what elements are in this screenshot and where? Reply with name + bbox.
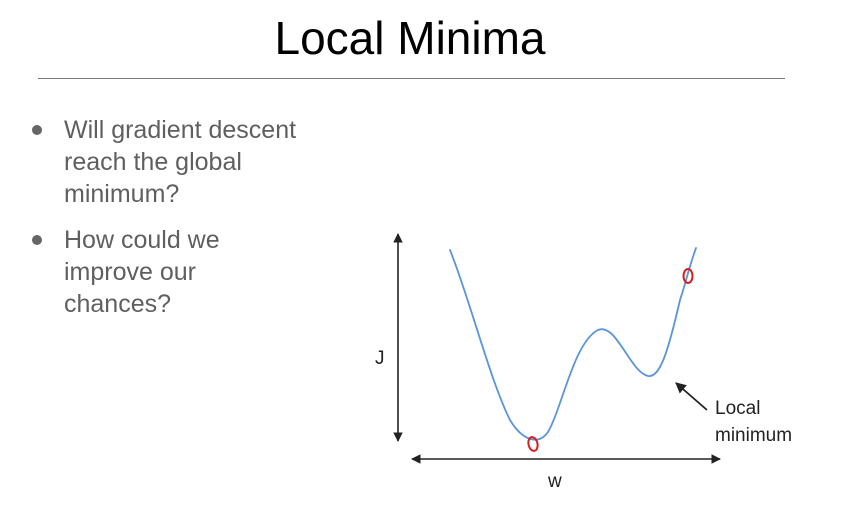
bullet-line: minimum? (64, 180, 180, 208)
x-axis-label: w (547, 471, 562, 492)
bullet-line: How could we (64, 226, 220, 254)
bullet-line: Will gradient descent (64, 116, 297, 144)
annotation-label: Local minimum (715, 398, 792, 446)
loss-curve (449, 247, 697, 441)
bullet-line: improve our (64, 258, 196, 286)
bullet-line: reach the global (64, 148, 242, 176)
bullet-item-global-minimum: Will gradient descent reach the global m… (30, 114, 350, 210)
bullet-dot-icon (32, 235, 42, 245)
y-axis-label: J (375, 348, 385, 369)
annotation-line: minimum (715, 425, 792, 446)
title-divider (38, 78, 785, 79)
bullet-list: Will gradient descent reach the global m… (30, 114, 350, 334)
annotation-line: Local (715, 398, 760, 419)
annotation-arrow (675, 382, 708, 411)
bullet-dot-icon (32, 125, 42, 135)
global-minimum-marker (527, 436, 539, 452)
bullet-item-improve-chances: How could we improve our chances? (30, 224, 350, 320)
slide-title: Local Minima (274, 12, 546, 64)
bullet-line: chances? (64, 290, 172, 318)
start-point-marker (682, 268, 694, 284)
